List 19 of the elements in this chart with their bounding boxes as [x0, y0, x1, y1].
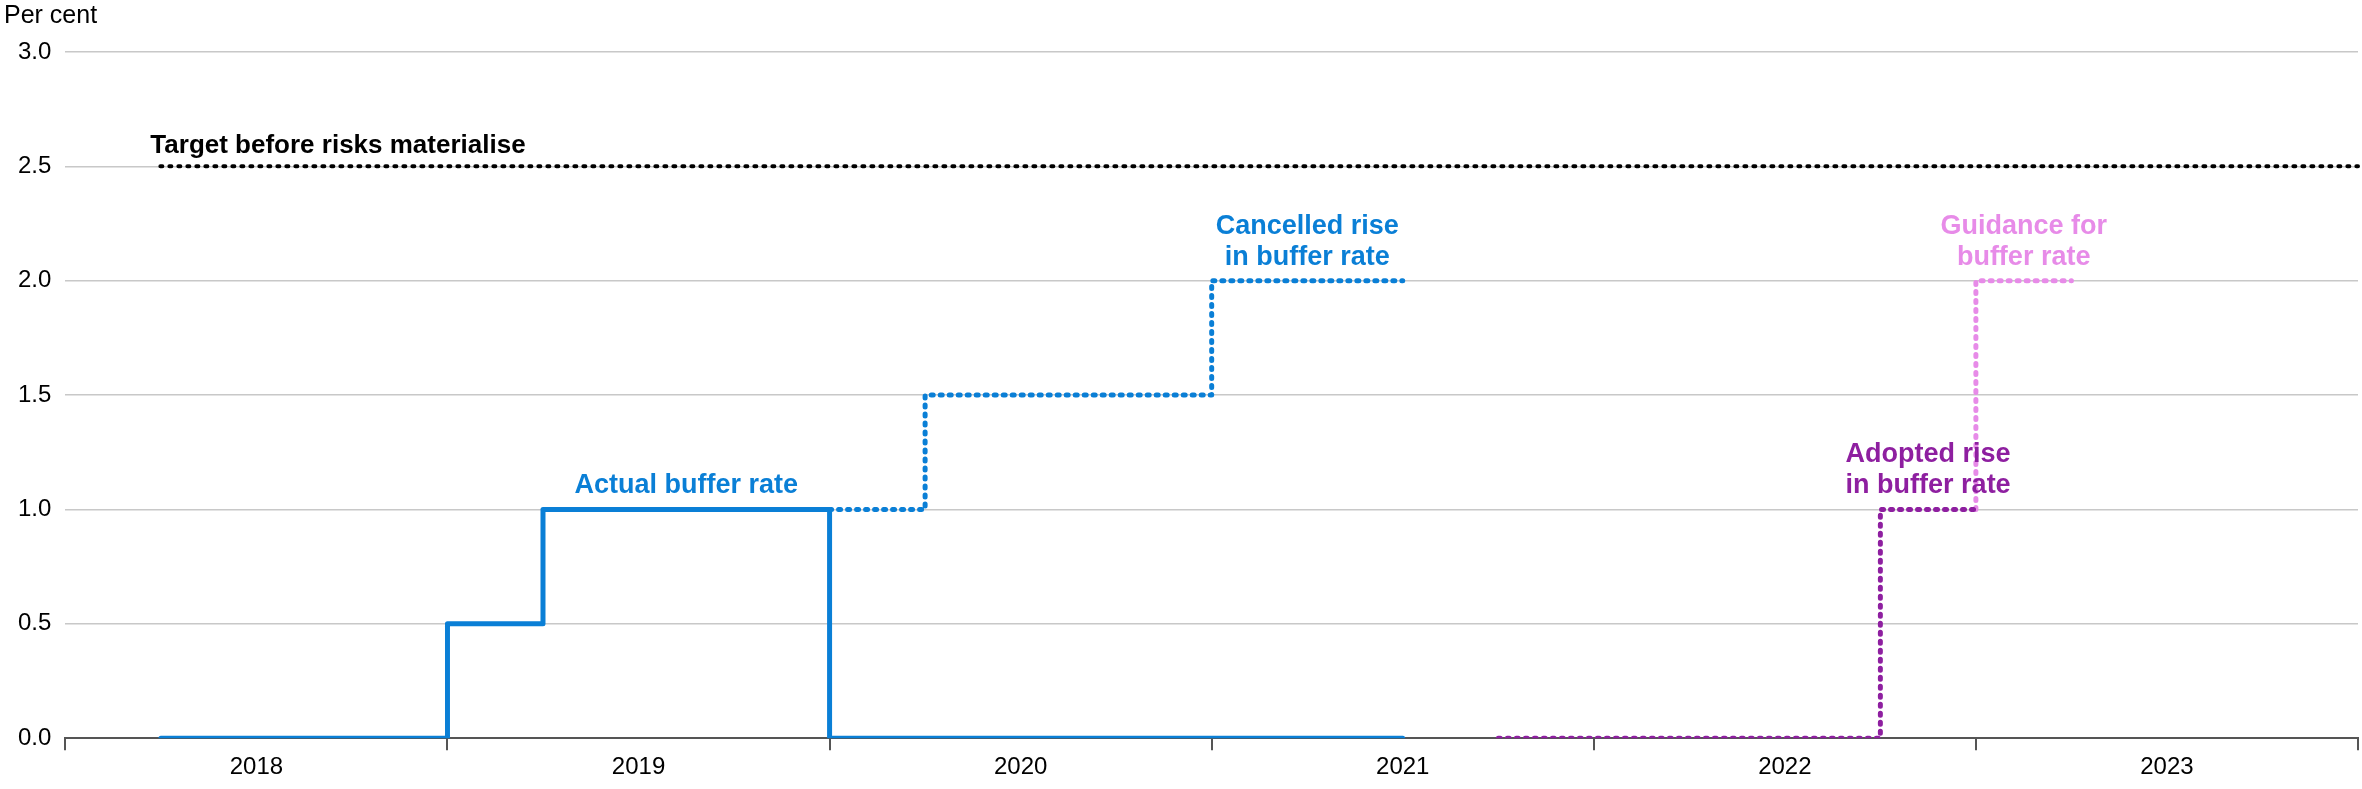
x-tick-label: 2020 [993, 752, 1048, 780]
x-tick-label: 2023 [2140, 752, 2194, 780]
x-tick-label: 2019 [611, 752, 666, 780]
x-tick-label: 2022 [1758, 752, 1812, 780]
series-label: Actual buffer rate [574, 469, 799, 500]
ref-line-label: Target before risks materialise [150, 128, 526, 159]
x-tick-label: 2021 [1376, 752, 1430, 780]
y-tick-label: 1.5 [17, 379, 52, 407]
y-tick-label: 0.5 [17, 608, 52, 636]
y-tick-label: 3.0 [17, 36, 52, 64]
y-tick-label: 2.5 [17, 150, 52, 178]
x-tick-label: 2018 [229, 752, 284, 780]
y-axis-title: Per cent [4, 0, 98, 29]
series-label: Adopted rise in buffer rate [1845, 438, 2011, 500]
y-tick-label: 0.0 [17, 722, 52, 750]
y-tick-label: 1.0 [17, 494, 52, 522]
y-tick-label: 2.0 [17, 265, 52, 293]
series-label: Cancelled rise in buffer rate [1215, 209, 1399, 271]
series-label: Guidance for buffer rate [1940, 209, 2108, 271]
